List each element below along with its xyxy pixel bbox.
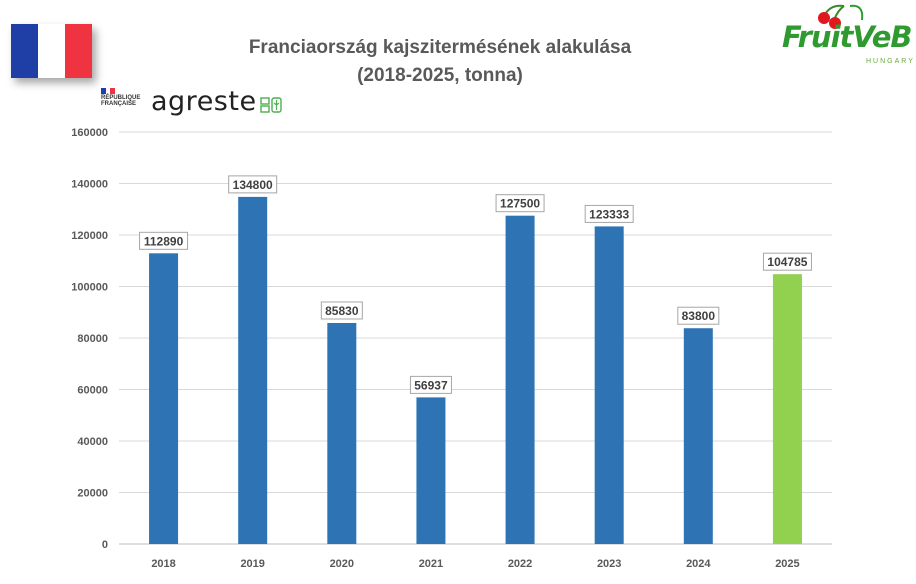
data-label: 112890: [144, 234, 184, 248]
x-tick-label: 2019: [240, 558, 264, 570]
cherry-icon: [818, 4, 864, 29]
data-label: 127500: [500, 197, 540, 211]
x-tick-label: 2024: [686, 558, 711, 570]
fruitveb-subtext: HUNGARY: [866, 58, 915, 65]
bar: [149, 253, 179, 545]
flag-stripe-blue: [11, 24, 38, 78]
marianne-flag-icon: [101, 88, 116, 94]
bar: [416, 397, 446, 544]
data-label: 123333: [589, 207, 629, 221]
republique-francaise-logo: RÉPUBLIQUE FRANÇAISE · · ·: [101, 88, 141, 118]
chart-title: Franciaország kajszitermésének alakulása…: [220, 34, 660, 90]
data-label-box: [495, 194, 545, 213]
france-flag: [11, 24, 92, 78]
data-label: 134800: [233, 178, 273, 192]
fruitveb-text: FruitVeB: [782, 20, 912, 54]
y-tick-label: 40000: [77, 436, 108, 448]
y-tick-label: 60000: [77, 385, 108, 397]
data-label-box: [139, 231, 189, 250]
y-tick-label: 80000: [77, 333, 108, 345]
data-label: 85830: [325, 304, 359, 318]
y-tick-label: 160000: [71, 127, 108, 139]
bar: [505, 215, 535, 544]
bar: [594, 226, 624, 544]
data-label-box: [409, 375, 452, 394]
y-tick-label: 140000: [71, 179, 108, 191]
data-label-box: [320, 301, 363, 320]
data-label-box: [762, 252, 812, 271]
republique-text: RÉPUBLIQUE FRANÇAISE: [101, 95, 141, 107]
fruitveb-logo: FruitVeB HUNGARY: [782, 2, 913, 68]
data-label: 56937: [414, 378, 448, 392]
x-tick-label: 2018: [151, 558, 175, 570]
data-label: 83800: [682, 309, 716, 323]
flag-stripe-white: [38, 24, 65, 78]
x-tick-label: 2022: [508, 558, 532, 570]
x-tick-label: 2023: [597, 558, 621, 570]
bar: [772, 274, 802, 544]
agreste-leaf-icon: [260, 97, 282, 113]
y-tick-label: 100000: [71, 282, 108, 294]
chart-title-line1: Franciaország kajszitermésének alakulása: [248, 37, 632, 58]
x-tick-label: 2021: [419, 558, 443, 570]
x-tick-label: 2025: [775, 558, 799, 570]
agreste-logo: agreste: [151, 86, 257, 117]
y-tick-label: 0: [102, 539, 108, 551]
y-tick-label: 120000: [71, 230, 108, 242]
y-tick-label: 20000: [77, 488, 108, 500]
x-tick-label: 2020: [330, 558, 354, 570]
data-label-box: [677, 306, 720, 325]
bar: [238, 196, 268, 544]
chart-title-line2: (2018-2025, tonna): [357, 65, 523, 86]
bar: [683, 328, 713, 544]
data-label-box: [584, 204, 634, 223]
republique-motto: · · ·: [101, 107, 106, 111]
bar: [327, 322, 357, 544]
data-label-box: [228, 175, 278, 194]
data-label: 104785: [767, 255, 807, 269]
flag-stripe-red: [65, 24, 92, 78]
